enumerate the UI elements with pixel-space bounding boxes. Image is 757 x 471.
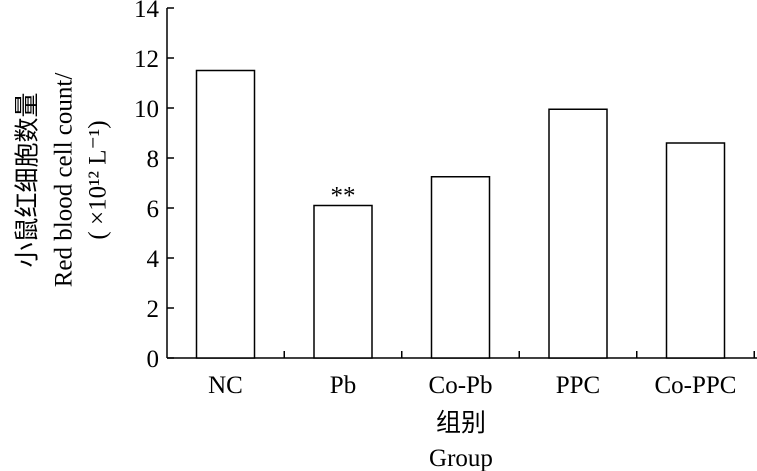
y-tick-label: 8 (147, 146, 160, 173)
y-axis-title-line: Red blood cell count/ (51, 73, 78, 288)
y-tick-label: 0 (147, 346, 160, 373)
y-tick-label: 2 (147, 296, 160, 323)
bar-pb (313, 204, 373, 359)
y-tick-label: 6 (147, 196, 160, 223)
x-axis-title-line: Group (429, 445, 493, 471)
y-tick-label: 10 (134, 96, 159, 123)
x-axis-title-line: 组别 (436, 409, 486, 437)
y-axis-title-line: 小鼠红细胞数量 (14, 92, 42, 267)
bar-co-pb (430, 176, 491, 359)
y-tick-label: 12 (134, 46, 159, 73)
x-category-label: Pb (330, 372, 356, 399)
chart-labels: 组别 Group 小鼠红细胞数量 Red blood cell count/ ( ×10… (14, 73, 493, 471)
chart-bars: ** (195, 69, 726, 359)
y-tick-label: 4 (147, 246, 160, 273)
x-category-label: NC (208, 372, 243, 399)
bar-ppc (548, 108, 608, 359)
significance-annotation: ** (331, 183, 356, 210)
y-tick-label: 14 (134, 0, 160, 23)
bar-nc (195, 69, 256, 359)
bar-co-ppc (665, 142, 726, 359)
y-axis-title-line: ( ×10¹² L⁻¹) (85, 120, 112, 239)
x-category-label: Co-PPC (655, 372, 737, 399)
chart-ticks: 0 2 4 6 8 10 12 14 NC Pb Co-Pb PPC Co-PPC (134, 0, 755, 399)
x-category-label: Co-Pb (429, 372, 493, 399)
x-category-label: PPC (556, 372, 600, 399)
